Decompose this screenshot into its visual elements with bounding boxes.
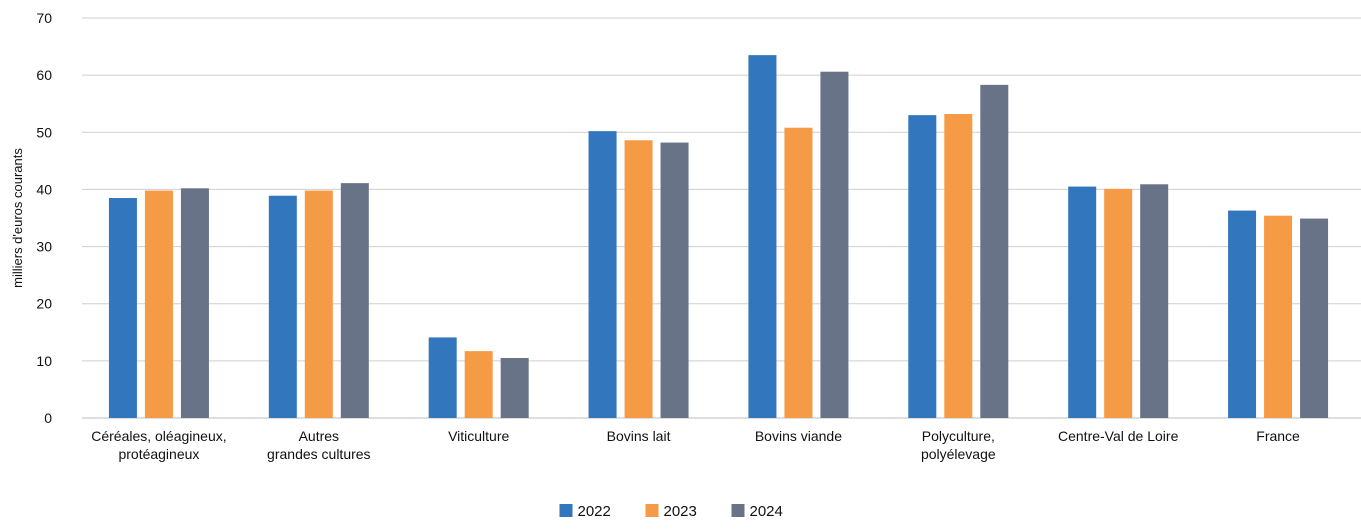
y-tick-label: 30 — [36, 239, 52, 255]
legend-label: 2023 — [664, 503, 697, 520]
legend-label: 2024 — [750, 503, 783, 520]
bar-2024 — [660, 142, 689, 419]
bar-2023 — [1264, 215, 1293, 418]
x-category-label: Centre-Val de Loire — [1058, 428, 1179, 444]
bar-2022 — [1068, 186, 1097, 418]
bar-2022 — [1228, 210, 1257, 418]
bar-2022 — [428, 337, 457, 418]
y-tick-label: 40 — [36, 181, 52, 197]
y-tick-label: 20 — [36, 296, 52, 312]
x-category-label: Bovins lait — [607, 428, 671, 444]
bar-2024 — [1140, 184, 1169, 418]
bar-2023 — [784, 127, 813, 418]
x-category-label: Bovins viande — [755, 428, 842, 444]
y-axis-label: milliers d'euros courants — [10, 148, 25, 288]
y-tick-label: 10 — [36, 353, 52, 369]
bars — [108, 55, 1329, 419]
x-category-label: Polyculture, polyélevage — [921, 428, 996, 462]
y-axis-ticks: 0 10 20 30 40 50 60 70 — [36, 10, 52, 426]
bar-2024 — [820, 71, 849, 418]
x-category-label: Autres grandes cultures — [267, 428, 371, 462]
legend-swatch — [645, 504, 659, 517]
x-category-label: Viticulture — [448, 428, 509, 444]
bar-2022 — [108, 198, 137, 418]
bar-2022 — [908, 115, 937, 419]
y-tick-label: 50 — [36, 124, 52, 140]
bar-2024 — [180, 188, 209, 418]
bar-2023 — [944, 114, 973, 418]
bar-2024 — [1300, 218, 1329, 418]
bar-2023 — [1104, 188, 1133, 418]
bar-2023 — [144, 190, 173, 418]
legend-swatch — [559, 504, 573, 517]
y-tick-label: 60 — [36, 67, 52, 83]
bar-2024 — [500, 358, 529, 418]
y-tick-label: 70 — [36, 10, 52, 26]
bar-2023 — [624, 140, 653, 419]
x-category-label: France — [1256, 428, 1300, 444]
x-category-label: Céréales, oléagineux, protéagineux — [91, 428, 226, 462]
bar-2024 — [980, 84, 1009, 418]
x-axis-categories: Céréales, oléagineux, protéagineux Autres g… — [91, 428, 1300, 462]
bar-2022 — [588, 131, 617, 418]
legend: 2022 2023 2024 — [559, 503, 783, 520]
bar-2022 — [268, 195, 297, 418]
bar-2023 — [304, 190, 333, 418]
bar-2022 — [748, 55, 777, 419]
bar-2024 — [340, 183, 369, 418]
bar-2023 — [464, 351, 493, 418]
legend-label: 2022 — [578, 503, 611, 520]
legend-swatch — [731, 504, 745, 517]
y-tick-label: 0 — [44, 410, 52, 426]
